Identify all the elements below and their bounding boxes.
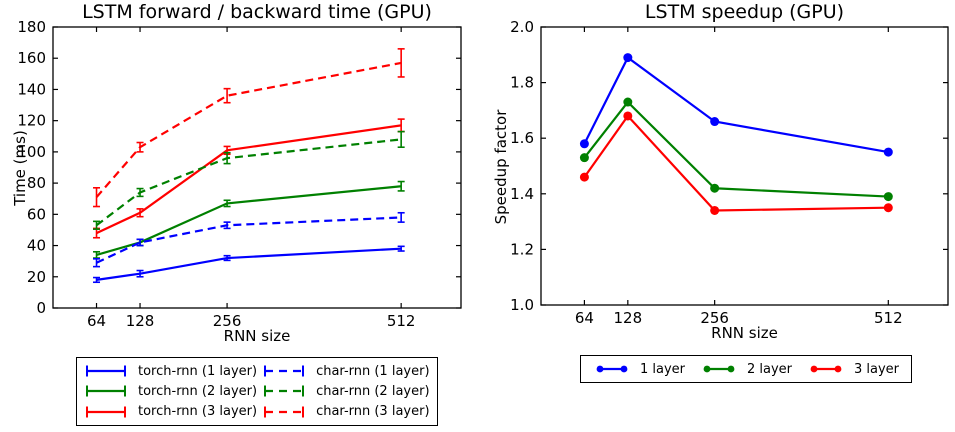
marker-dot (579, 139, 589, 149)
legend-label: torch-rnn (2 layer) (138, 383, 258, 399)
legend-label: torch-rnn (3 layer) (138, 404, 258, 420)
chart-title-time: LSTM forward / backward time (GPU) (82, 1, 432, 23)
legend-dotline-icon (810, 365, 842, 373)
x-tick-label: 512 (874, 309, 903, 327)
y-tick-label: 160 (17, 49, 46, 67)
x-tick-label: 128 (614, 309, 643, 327)
series-line (96, 247, 402, 281)
y-tick-label: 1.8 (510, 74, 534, 92)
x-tick-label: 64 (575, 309, 594, 327)
y-tick-label: 100 (17, 143, 46, 161)
y-tick-label: 140 (17, 80, 46, 98)
x-tick-label: 128 (126, 312, 155, 330)
legend-label: char-rnn (2 layer) (316, 383, 430, 399)
x-tick-label: 256 (213, 312, 242, 330)
x-axis-label-time: RNN size (223, 327, 291, 345)
series-line (583, 114, 889, 212)
y-tick-label: 180 (17, 18, 46, 36)
legend-dot (834, 365, 842, 373)
y-axis-label-time: Time (ms) (11, 130, 29, 206)
marker-dot (579, 172, 589, 182)
x-tick-label: 256 (700, 309, 729, 327)
legend-item: 2 layer (700, 362, 792, 376)
y-tick-label: 40 (27, 237, 46, 255)
legend-label: 2 layer (746, 361, 793, 377)
marker-dot (710, 205, 720, 215)
x-tick-label: 512 (387, 312, 416, 330)
legend-dot (810, 365, 818, 373)
plots-canvas: 64 128 256 512 0 20 40 60 80 100 120 140 160 180 64 128… (17, 18, 949, 330)
legend-label: 1 layer (640, 361, 686, 377)
x-tick-label: 64 (87, 312, 106, 330)
legend-dot (703, 365, 711, 373)
legend-errorbar-icon (86, 406, 126, 418)
marker-dot (579, 153, 589, 163)
legend-label: torch-rnn (1 layer) (138, 363, 258, 379)
legend-time: torch-rnn (1 layer) torch-rnn (2 layer) to… (76, 357, 438, 426)
series-line (96, 216, 402, 264)
legend-dot (596, 365, 604, 373)
legend-dot (620, 365, 628, 373)
axes-frame (540, 26, 949, 306)
y-tick-label: 120 (17, 112, 46, 130)
legend-item: torch-rnn (3 layer) (83, 404, 257, 420)
legend-label: 3 layer (853, 361, 899, 377)
marker-dot (710, 117, 720, 127)
marker-dot (623, 97, 633, 107)
axes-1: 64 128 256 512 1.0 1.2 1.4 1.6 1.8 2.0 (510, 18, 949, 327)
x-axis-label-speedup: RNN size (711, 324, 778, 342)
legend-item: char-rnn (2 layer) (261, 383, 431, 399)
y-tick-label: 0 (36, 299, 46, 317)
legend-speedup: 1 layer 2 layer 3 layer (580, 355, 912, 383)
legend-item: char-rnn (1 layer) (261, 363, 431, 379)
series-line (583, 100, 889, 198)
y-axis-label-speedup: Speedup factor (492, 109, 510, 225)
legend-item: torch-rnn (1 layer) (83, 363, 257, 379)
y-tick-label: 1.6 (510, 129, 534, 147)
series-line (583, 55, 889, 154)
y-tick-label: 60 (27, 205, 46, 223)
marker-dot (623, 111, 633, 121)
legend-errorbar-icon (86, 385, 126, 397)
legend-errorbar-icon (264, 385, 305, 397)
series-line (95, 61, 402, 198)
series-line (95, 138, 402, 227)
axes-0: 64 128 256 512 0 20 40 60 80 100 120 140 160 180 (17, 18, 462, 330)
legend-label: char-rnn (1 layer) (316, 363, 430, 379)
legend-errorbar-icon (264, 406, 305, 418)
legend-dotline-icon (596, 365, 628, 373)
series-line (96, 124, 402, 235)
y-tick-label: 2.0 (510, 18, 534, 36)
legend-label: char-rnn (3 layer) (316, 404, 430, 420)
marker-dot (710, 183, 720, 193)
chart-title-speedup: LSTM speedup (GPU) (644, 1, 845, 23)
axes-frame (52, 26, 462, 309)
legend-errorbar-icon (264, 365, 305, 377)
marker-dot (623, 53, 633, 63)
legend-item: 3 layer (807, 362, 899, 376)
legend-item: 1 layer (593, 362, 685, 376)
legend-errorbar-icon (86, 365, 126, 377)
y-tick-label: 1.0 (510, 296, 534, 314)
series-line (96, 185, 402, 256)
y-tick-label: 1.4 (510, 185, 534, 203)
marker-dot (883, 203, 893, 213)
marker-dot (883, 147, 893, 157)
legend-item: torch-rnn (2 layer) (83, 383, 257, 399)
y-tick-label: 80 (27, 174, 46, 192)
y-tick-label: 20 (27, 268, 46, 286)
legend-dot (727, 365, 735, 373)
legend-item: char-rnn (3 layer) (261, 404, 431, 420)
y-tick-label: 1.2 (510, 240, 534, 258)
marker-dot (883, 192, 893, 202)
legend-dotline-icon (703, 365, 735, 373)
